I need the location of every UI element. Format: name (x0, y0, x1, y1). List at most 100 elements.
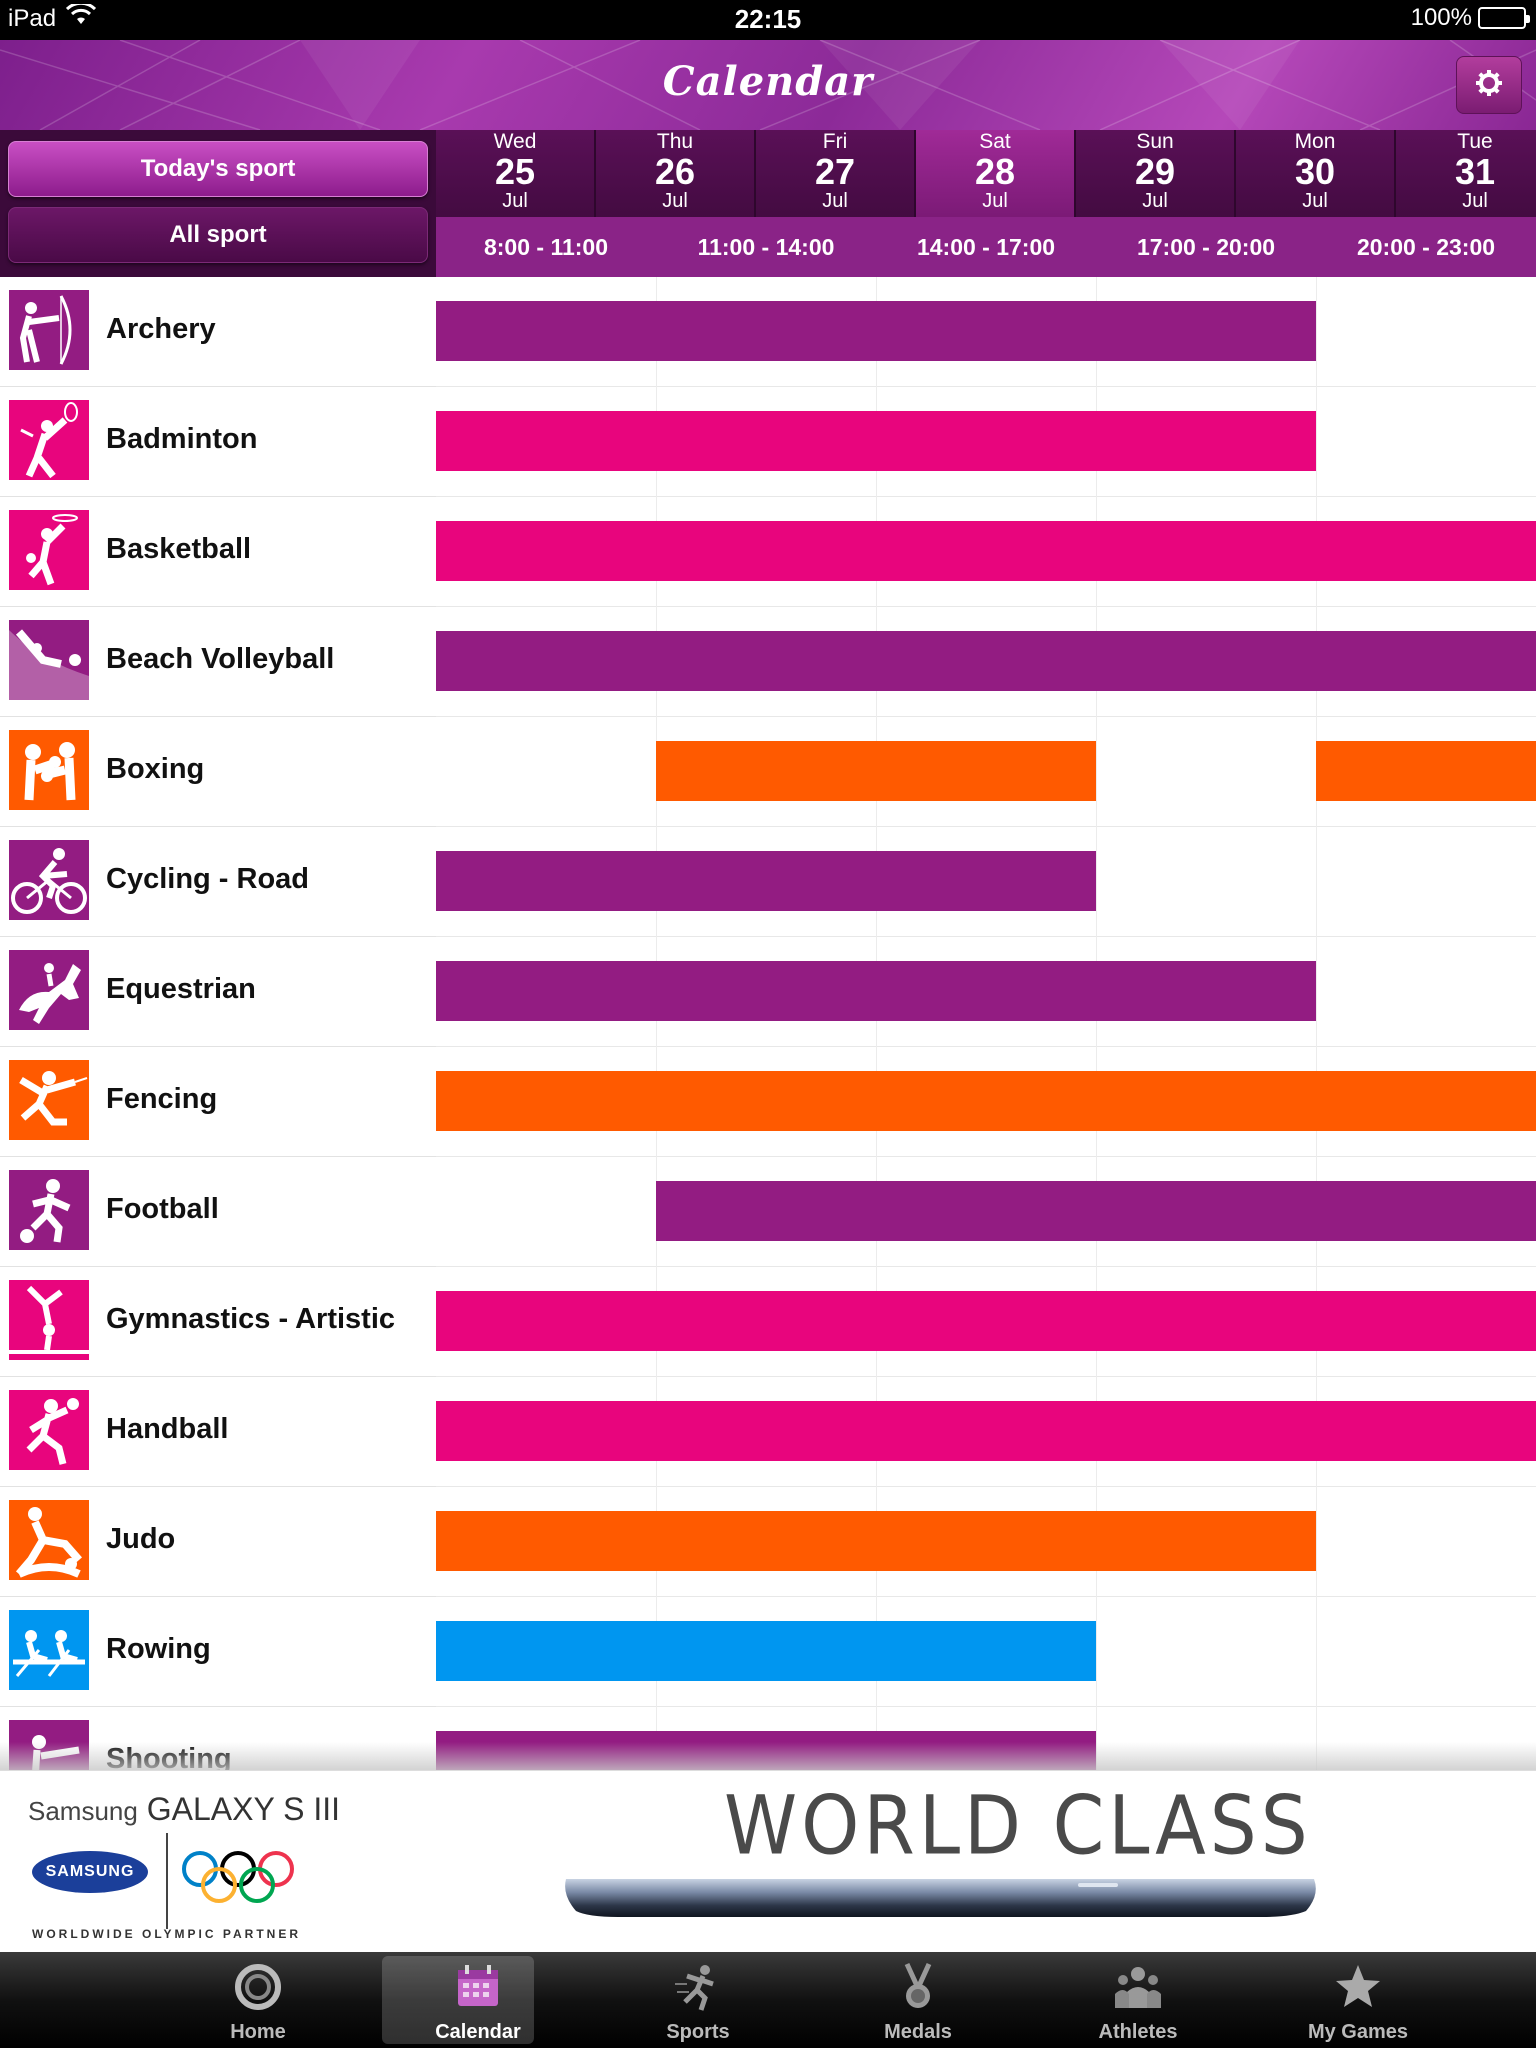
galaxy-wordmark: Samsung GALAXY S III (28, 1791, 340, 1828)
date-column[interactable]: Sun 29 Jul (1076, 130, 1236, 217)
date-month: Jul (822, 190, 848, 212)
my-games-icon (1248, 1962, 1468, 2012)
event-bar[interactable] (436, 1291, 1536, 1351)
date-column[interactable]: Tue 31 Jul (1396, 130, 1536, 217)
event-bar[interactable] (436, 851, 1096, 911)
time-slot-label: 14:00 - 17:00 (916, 233, 1056, 260)
sport-cell[interactable]: Football (0, 1157, 436, 1267)
medals-icon (808, 1962, 1028, 2012)
sport-row[interactable]: Handball (0, 1377, 1536, 1487)
sport-row[interactable]: Football (0, 1157, 1536, 1267)
sport-cell[interactable]: Rowing (0, 1597, 436, 1707)
advertisement-banner[interactable]: Samsung GALAXY S III SAMSUNG WORLDWIDE O… (0, 1770, 1536, 1952)
sport-name: Football (106, 1192, 219, 1225)
grid-line (1316, 1707, 1317, 1770)
date-day: 28 (974, 151, 1016, 192)
tab-calendar[interactable]: Calendar (368, 1952, 588, 2048)
event-bar[interactable] (436, 1071, 1536, 1131)
tab-athletes[interactable]: Athletes (1028, 1952, 1248, 2048)
settings-button[interactable] (1456, 56, 1522, 114)
sport-row[interactable]: Badminton (0, 387, 1536, 497)
brand-line: Samsung (28, 1796, 138, 1826)
sport-row[interactable]: Cycling - Road (0, 827, 1536, 937)
sport-cell[interactable]: Equestrian (0, 937, 436, 1047)
event-bar[interactable] (436, 1401, 1536, 1461)
date-column[interactable]: Mon 30 Jul (1236, 130, 1396, 217)
sport-row[interactable]: Equestrian (0, 937, 1536, 1047)
sport-cell[interactable]: Beach Volleyball (0, 607, 436, 717)
calendar-grid[interactable]: Archery Badminton Basketball Beach Volleyba… (0, 277, 1536, 1770)
event-bar[interactable] (436, 1621, 1096, 1681)
date-day: 26 (654, 151, 696, 192)
event-bar[interactable] (656, 1181, 1536, 1241)
sport-cell[interactable]: Handball (0, 1377, 436, 1487)
product-name: GALAXY S III (146, 1791, 341, 1827)
date-weekday: Wed (493, 130, 537, 153)
timeline-area (436, 717, 1536, 827)
sport-cell[interactable]: Basketball (0, 497, 436, 607)
event-bar[interactable] (436, 411, 1316, 471)
tab-bar: Home Calendar Sports Medals Athletes My Games (0, 1952, 1536, 2048)
sport-name: Handball (106, 1412, 229, 1445)
sport-cell[interactable]: Archery (0, 277, 436, 387)
date-weekday: Mon (1294, 130, 1336, 153)
sport-cell[interactable]: Badminton (0, 387, 436, 497)
event-bar[interactable] (436, 521, 1536, 581)
timeline-area (436, 277, 1536, 387)
status-clock: 22:15 (734, 4, 802, 34)
sport-row[interactable]: Basketball (0, 497, 1536, 607)
tab-label: Medals (884, 2021, 952, 2043)
fencing-icon (9, 1060, 89, 1140)
sport-name: Rowing (106, 1632, 211, 1665)
grid-line (1096, 827, 1097, 937)
time-slot-label: 20:00 - 23:00 (1356, 233, 1496, 260)
sport-cell[interactable]: Fencing (0, 1047, 436, 1157)
date-column[interactable]: Sat 28 Jul (916, 130, 1076, 217)
ad-headline: WORLD CLASS (724, 1778, 1312, 1874)
all-sport-button[interactable]: All sport (8, 207, 428, 263)
tab-medals[interactable]: Medals (808, 1952, 1028, 2048)
event-bar[interactable] (656, 741, 1096, 801)
sport-row[interactable]: Gymnastics - Artistic (0, 1267, 1536, 1377)
date-column[interactable]: Fri 27 Jul (756, 130, 916, 217)
date-column[interactable]: Wed 25 Jul (436, 130, 596, 217)
sport-cell[interactable]: Cycling - Road (0, 827, 436, 937)
event-bar[interactable] (1316, 741, 1536, 801)
event-bar[interactable] (436, 1511, 1316, 1571)
date-column[interactable]: Thu 26 Jul (596, 130, 756, 217)
timeline-area (436, 607, 1536, 717)
date-weekday: Sat (979, 130, 1011, 153)
tab-home[interactable]: Home (148, 1952, 368, 2048)
device-name: iPad (8, 4, 57, 32)
sport-name: Fencing (106, 1082, 218, 1115)
sport-cell[interactable]: Boxing (0, 717, 436, 827)
sport-row[interactable]: Beach Volleyball (0, 607, 1536, 717)
banner-divider (166, 1833, 168, 1929)
tab-sports[interactable]: Sports (588, 1952, 808, 2048)
status-bar: iPad 22:15 100% (0, 0, 1536, 40)
sport-row[interactable]: Archery (0, 277, 1536, 387)
date-day: 25 (494, 151, 536, 192)
sport-row[interactable]: Judo (0, 1487, 1536, 1597)
sport-row[interactable]: Boxing (0, 717, 1536, 827)
date-day: 30 (1294, 151, 1336, 192)
scroll-fade (0, 1742, 1536, 1770)
tab-my-games[interactable]: My Games (1248, 1952, 1468, 2048)
sport-name: Basketball (106, 532, 252, 565)
sport-cell[interactable]: Judo (0, 1487, 436, 1597)
wifi-icon (65, 1, 97, 33)
event-bar[interactable] (436, 631, 1536, 691)
todays-sport-button[interactable]: Today's sport (8, 141, 428, 197)
basketball-icon (9, 510, 89, 590)
sport-row[interactable]: Rowing (0, 1597, 1536, 1707)
nav-bar: Calendar (0, 40, 1536, 130)
sport-cell[interactable]: Gymnastics - Artistic (0, 1267, 436, 1377)
phone-image (558, 1873, 1322, 1924)
time-slot-label: 11:00 - 14:00 (697, 233, 835, 260)
samsung-logo: SAMSUNG (32, 1851, 148, 1893)
event-bar[interactable] (436, 301, 1316, 361)
archery-icon (9, 290, 89, 370)
sport-row[interactable]: Fencing (0, 1047, 1536, 1157)
event-bar[interactable] (436, 961, 1316, 1021)
date-weekday: Tue (1457, 130, 1493, 153)
